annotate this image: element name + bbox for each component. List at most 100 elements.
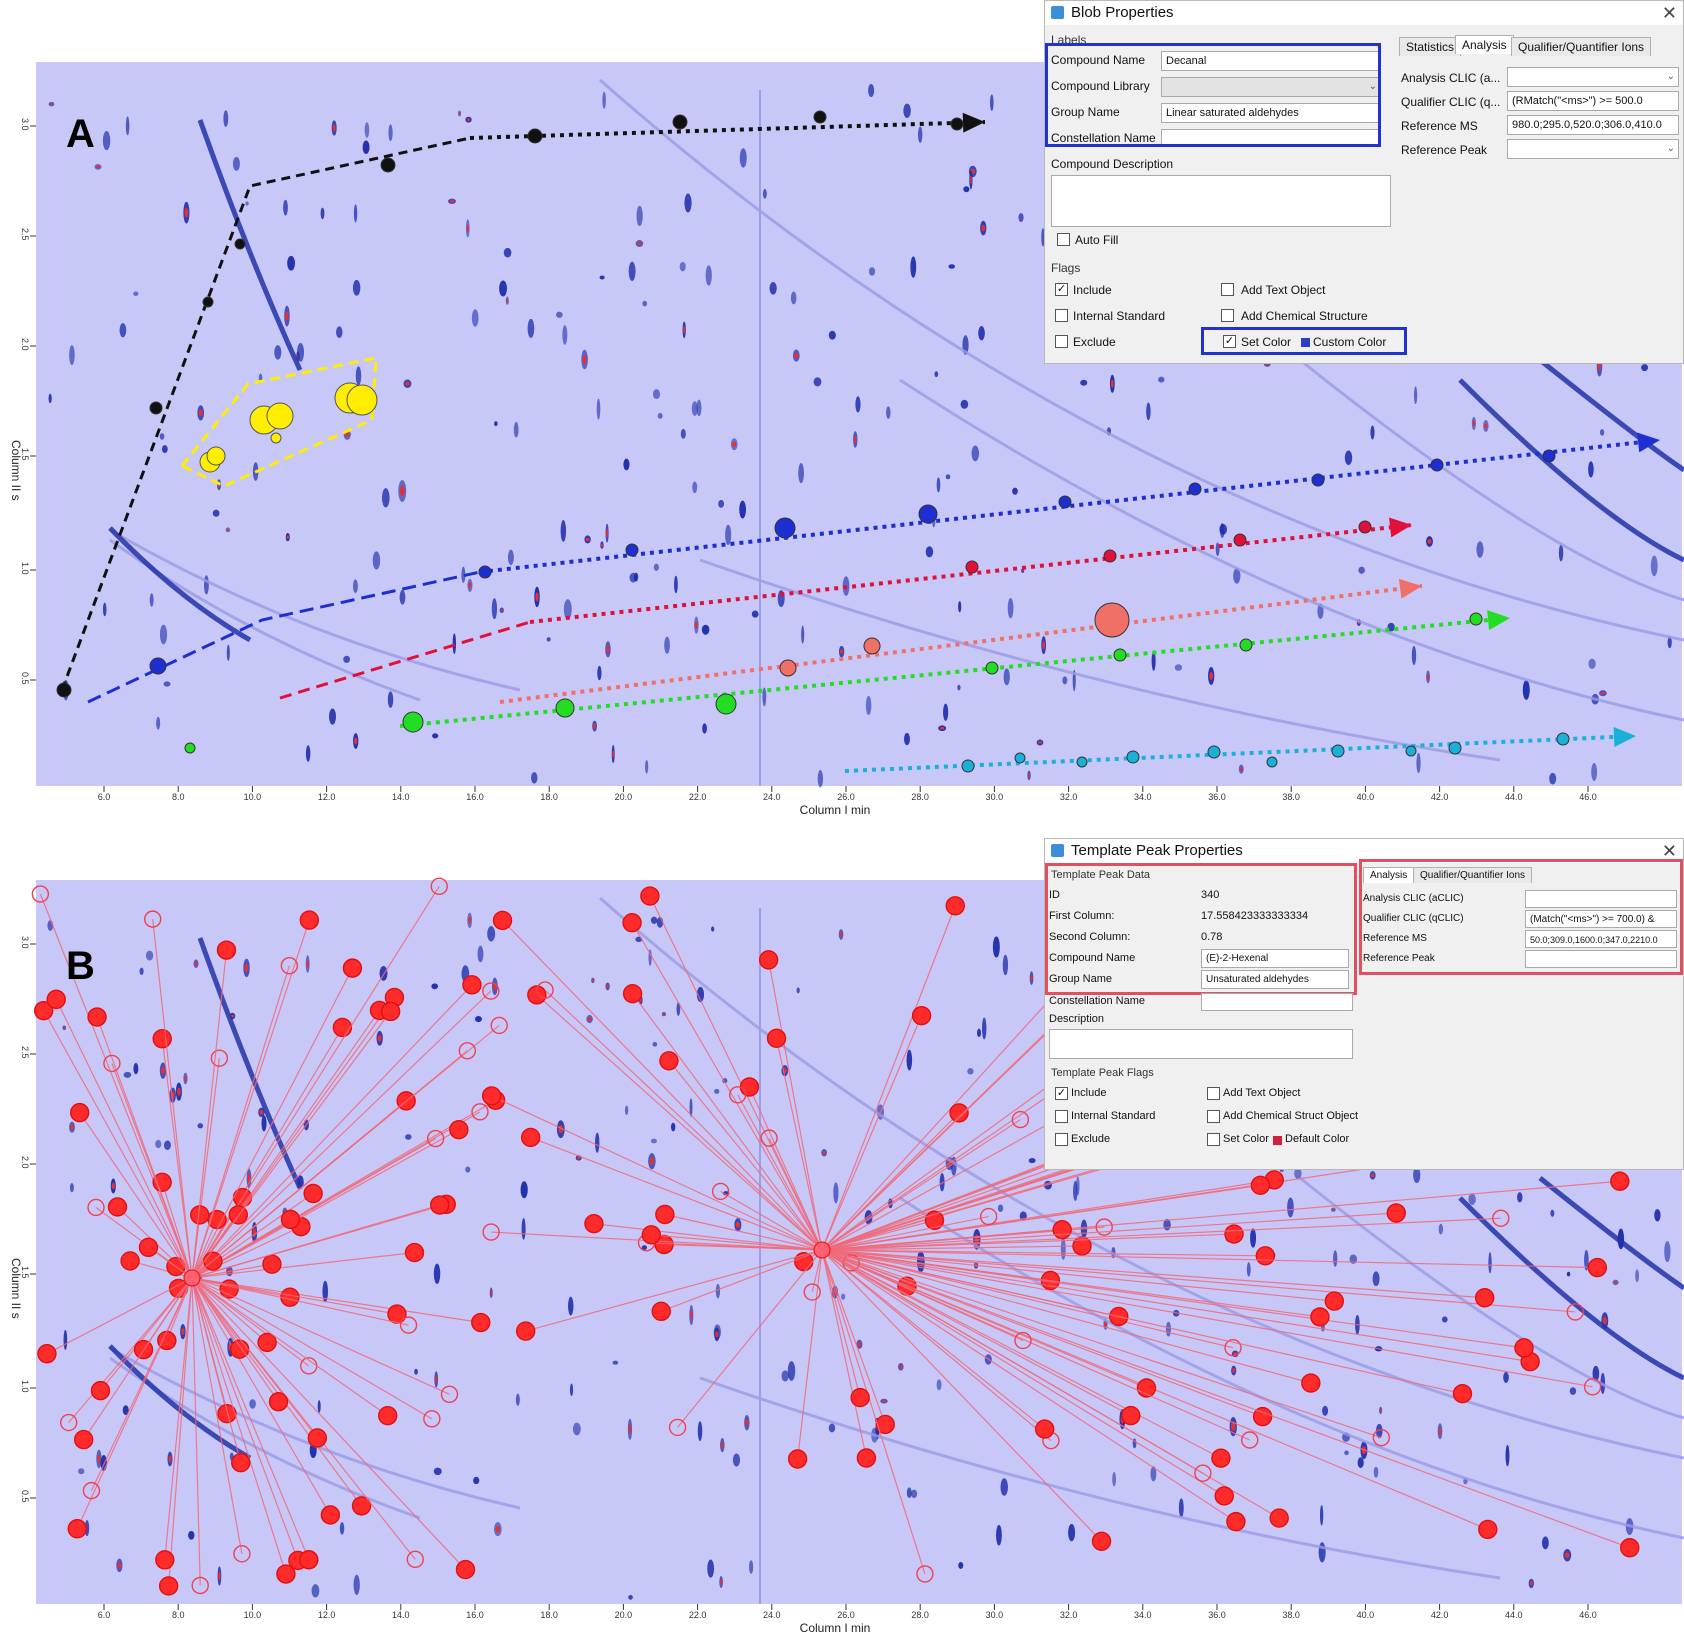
- chromatogram-blob: [1566, 1271, 1571, 1277]
- chromatogram-blob: [903, 103, 911, 118]
- blob-core: [49, 103, 54, 106]
- tab-qualifier-quantifier-ions[interactable]: Qualifier/Quantifier Ions: [1413, 867, 1533, 883]
- chromatogram-blob: [203, 575, 209, 595]
- description-field[interactable]: [1049, 1029, 1353, 1059]
- compound-name-field[interactable]: (E)-2-Hexenal: [1201, 949, 1349, 968]
- constellation-name-field[interactable]: [1201, 993, 1353, 1011]
- chromatogram-plot-b[interactable]: 6.0 8.0 10.0 12.0 14.0 16.0 18.0 20.0 22.0 24.0 26…: [0, 818, 1684, 1637]
- axis-ticks: 6.0 8.0 10.0 12.0 14.0 16.0 18.0 20.0 22.0 24.0 26…: [20, 118, 1597, 802]
- x-tick-label: 28.0: [911, 1610, 929, 1620]
- template-link-line: [821, 1249, 1320, 1318]
- add-chemical-structure-checkbox[interactable]: [1221, 309, 1234, 322]
- blob-core: [286, 535, 289, 540]
- add-chemical-struct-checkbox[interactable]: [1207, 1110, 1220, 1123]
- blob-core: [97, 1454, 101, 1464]
- tab-qualifier-quantifier-ions[interactable]: Qualifier/Quantifier Ions: [1511, 37, 1652, 56]
- blob-core: [745, 1419, 749, 1427]
- include-label: Include: [1073, 283, 1112, 297]
- internal-standard-checkbox[interactable]: [1055, 309, 1068, 322]
- template-link-line: [191, 1251, 415, 1279]
- chromatogram-blob: [1012, 487, 1018, 495]
- chromatogram-blob: [749, 1560, 754, 1574]
- template-link-line: [649, 895, 823, 1251]
- chromatogram-blob: [958, 601, 962, 613]
- chromatogram-blob: [1250, 1228, 1257, 1248]
- add-text-object-checkbox[interactable]: [1221, 283, 1234, 296]
- chromatogram-blob: [692, 481, 698, 494]
- set-color-checkbox[interactable]: [1207, 1133, 1220, 1146]
- template-peak-marker: [622, 913, 642, 933]
- include-checkbox[interactable]: ✓: [1055, 283, 1068, 296]
- template-peak-marker: [158, 1576, 179, 1596]
- compound-description-field[interactable]: [1051, 175, 1391, 227]
- tab-statistics[interactable]: Statistics: [1399, 37, 1462, 56]
- close-icon[interactable]: ✕: [1661, 841, 1677, 861]
- exclude-checkbox[interactable]: [1055, 335, 1068, 348]
- tab-analysis[interactable]: Analysis: [1455, 35, 1514, 54]
- reference-ms-field[interactable]: 980.0;295.0,520.0;306.0,410.0: [1507, 115, 1679, 135]
- close-icon[interactable]: ✕: [1661, 3, 1677, 23]
- blob-core: [500, 609, 504, 612]
- exclude-checkbox[interactable]: [1055, 1133, 1068, 1146]
- blob-core: [1370, 1173, 1375, 1178]
- chromatogram-blob: [119, 323, 127, 338]
- template-peak-marker: [402, 711, 424, 733]
- group-name-field[interactable]: Unsaturated aldehydes: [1201, 970, 1349, 989]
- qualifier-clic-field[interactable]: (RMatch("<ms>") >= 500.0: [1507, 91, 1679, 111]
- template-peak-marker: [1207, 745, 1221, 759]
- custom-color-label[interactable]: Custom Color: [1313, 335, 1387, 349]
- template-link-line: [720, 1190, 823, 1251]
- chromatogram-blob: [159, 433, 165, 440]
- blob-core: [468, 916, 472, 924]
- chromatogram-blob: [714, 1088, 720, 1094]
- chromatogram-ridges: [108, 896, 1684, 1604]
- default-color-swatch[interactable]: [1273, 1136, 1282, 1145]
- chromatogram-blob: [906, 1487, 912, 1499]
- add-text-object-checkbox[interactable]: [1207, 1087, 1220, 1100]
- reference-peak-field[interactable]: ⌄: [1507, 139, 1679, 159]
- analysis-clic-field[interactable]: [1525, 890, 1677, 908]
- chromatogram-blob: [352, 579, 358, 594]
- chromatogram-blob: [562, 325, 568, 345]
- template-peak-marker: [856, 1448, 877, 1468]
- reference-ms-field[interactable]: 50.0;309.0,1600.0;347.0,2210.0: [1525, 930, 1677, 948]
- chromatogram-blob: [977, 1028, 981, 1038]
- tab-analysis[interactable]: Analysis: [1363, 867, 1415, 883]
- chromatogram-blob: [1372, 1271, 1380, 1287]
- constellation-name-field[interactable]: [1161, 129, 1381, 147]
- chromatogram-blob: [563, 599, 572, 620]
- reference-peak-field[interactable]: [1525, 950, 1677, 968]
- chevron-down-icon: ⌄: [1666, 143, 1675, 154]
- chromatogram-blob: [329, 708, 337, 725]
- blob-core: [720, 1441, 724, 1449]
- include-checkbox[interactable]: ✓: [1055, 1087, 1068, 1100]
- column-bleed-arc: [599, 896, 1684, 1460]
- blob-core: [70, 1124, 74, 1130]
- template-peak-marker: [87, 1007, 107, 1027]
- analysis-clic-field[interactable]: ⌄: [1507, 67, 1679, 87]
- chromatogram-blob: [1041, 228, 1045, 247]
- x-tick-label: 14.0: [392, 1610, 410, 1620]
- default-color-label[interactable]: Default Color: [1285, 1133, 1350, 1145]
- set-color-checkbox[interactable]: ✓: [1223, 335, 1236, 348]
- custom-color-swatch[interactable]: [1301, 338, 1310, 347]
- blob-core: [593, 723, 597, 729]
- chromatogram-blob: [1294, 1168, 1302, 1179]
- chromatogram-blob: [801, 625, 805, 644]
- template-peak-marker: [332, 1017, 353, 1038]
- internal-standard-checkbox[interactable]: [1055, 1110, 1068, 1123]
- chromatogram-blob: [868, 83, 875, 98]
- qualifier-clic-field[interactable]: (Match("<ms>") >= 700.0) &: [1525, 910, 1677, 928]
- group-name-field[interactable]: Linear saturated aldehydes: [1161, 103, 1381, 123]
- chromatogram-blob: [702, 723, 707, 734]
- chromatogram-blob: [911, 1489, 918, 1499]
- compound-name-field[interactable]: Decanal: [1161, 51, 1381, 71]
- auto-fill-checkbox[interactable]: [1057, 233, 1070, 246]
- chromatogram-blob: [599, 275, 605, 280]
- chromatogram-blob: [1146, 402, 1151, 421]
- chromatogram-blob: [1246, 1262, 1251, 1277]
- template-peak-marker: [492, 910, 513, 931]
- template-peak-marker: [766, 1028, 787, 1049]
- chromatogram-blob: [1151, 650, 1156, 671]
- template-peak-marker: [107, 1197, 128, 1217]
